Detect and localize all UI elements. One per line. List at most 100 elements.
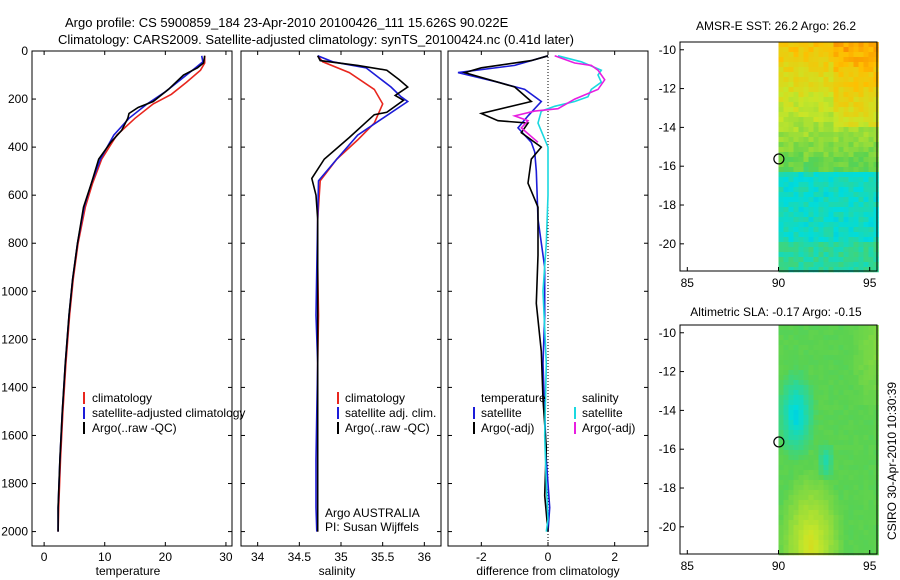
heatmap-cell xyxy=(803,345,809,351)
heatmap-cell xyxy=(853,385,859,391)
heatmap-cell xyxy=(793,505,799,511)
heatmap-cell xyxy=(858,237,864,243)
heatmap-cell xyxy=(858,440,864,446)
heatmap-cell xyxy=(848,92,854,98)
heatmap-cell xyxy=(783,505,789,511)
heatmap-cell xyxy=(868,400,874,406)
heatmap-cell xyxy=(803,455,809,461)
heatmap-cell xyxy=(868,57,874,63)
heatmap-cell xyxy=(828,182,834,188)
heatmap-cell xyxy=(803,57,809,63)
heatmap-cell xyxy=(848,470,854,476)
heatmap-cell xyxy=(783,47,789,53)
x-tick-label: 34.5 xyxy=(288,550,312,564)
heatmap-cell xyxy=(783,212,789,218)
heatmap-cell xyxy=(853,122,859,128)
salinity-legend: climatology satellite adj. clim. Argo(..… xyxy=(337,391,436,435)
heatmap-cell xyxy=(793,262,799,268)
heatmap-cell xyxy=(783,257,789,263)
heatmap-cell xyxy=(863,515,869,521)
heatmap-cell xyxy=(833,217,839,223)
heatmap-cell xyxy=(803,212,809,218)
heatmap-cell xyxy=(838,177,844,183)
heatmap-cell xyxy=(798,222,804,228)
heatmap-cell xyxy=(823,117,829,123)
heatmap-cell xyxy=(873,82,879,88)
heatmap-cell xyxy=(853,455,859,461)
heatmap-cell xyxy=(858,137,864,143)
heatmap-cell xyxy=(873,182,879,188)
heatmap-cell xyxy=(788,430,794,436)
heatmap-cell xyxy=(838,510,844,516)
heatmap-cell xyxy=(863,82,869,88)
heatmap-cell xyxy=(818,152,824,158)
heatmap-cell xyxy=(788,365,794,371)
map-x-tick-label: 95 xyxy=(863,559,877,573)
heatmap-cell xyxy=(808,147,814,153)
heatmap-cell xyxy=(793,360,799,366)
heatmap-cell xyxy=(843,405,849,411)
heatmap-cell xyxy=(843,345,849,351)
heatmap-cell xyxy=(798,252,804,258)
heatmap-cell xyxy=(793,172,799,178)
heatmap-cell xyxy=(848,147,854,153)
heatmap-cell xyxy=(793,350,799,356)
heatmap-cell xyxy=(853,147,859,153)
heatmap-cell xyxy=(823,142,829,148)
heatmap-cell xyxy=(828,520,834,526)
x-tick-label: 10 xyxy=(98,550,112,564)
heatmap-cell xyxy=(798,370,804,376)
heatmap-cell xyxy=(813,57,819,63)
heatmap-cell xyxy=(858,455,864,461)
heatmap-cell xyxy=(863,77,869,83)
heatmap-cell xyxy=(788,112,794,118)
heatmap-cell xyxy=(778,545,784,551)
heatmap-cell xyxy=(843,112,849,118)
heatmap-cell xyxy=(798,212,804,218)
series-line-temperature-argo-adj xyxy=(461,55,549,532)
heatmap-cell xyxy=(843,182,849,188)
heatmap-cell xyxy=(838,112,844,118)
heatmap-cell xyxy=(808,400,814,406)
heatmap-cell xyxy=(813,520,819,526)
heatmap-cell xyxy=(788,267,794,273)
heatmap-cell xyxy=(778,177,784,183)
heatmap-cell xyxy=(793,450,799,456)
heatmap-cell xyxy=(798,137,804,143)
heatmap-cells xyxy=(778,42,879,273)
heatmap-cell xyxy=(788,545,794,551)
heatmap-cell xyxy=(853,217,859,223)
heatmap-cell xyxy=(808,435,814,441)
heatmap-cell xyxy=(868,127,874,133)
heatmap-cell xyxy=(828,365,834,371)
heatmap-cell xyxy=(798,535,804,541)
heatmap-cell xyxy=(843,102,849,108)
heatmap-cell xyxy=(868,365,874,371)
heatmap-cell xyxy=(873,242,879,248)
heatmap-cell xyxy=(808,515,814,521)
heatmap-cell xyxy=(838,415,844,421)
heatmap-cell xyxy=(868,262,874,268)
heatmap-cell xyxy=(838,390,844,396)
heatmap-cell xyxy=(843,202,849,208)
heatmap-cell xyxy=(793,267,799,273)
heatmap-cell xyxy=(853,177,859,183)
heatmap-cell xyxy=(853,510,859,516)
heatmap-cell xyxy=(848,107,854,113)
heatmap-cell xyxy=(778,97,784,103)
map-y-tick-label: -20 xyxy=(659,237,677,251)
heatmap-cell xyxy=(843,425,849,431)
heatmap-cell xyxy=(868,132,874,138)
temperature-xlabel: temperature xyxy=(96,564,161,578)
heatmap-cell xyxy=(868,222,874,228)
heatmap-cell xyxy=(843,350,849,356)
heatmap-cell xyxy=(813,177,819,183)
heatmap-cell xyxy=(828,52,834,58)
heatmap-cell xyxy=(808,227,814,233)
heatmap-cell xyxy=(818,355,824,361)
heatmap-cell xyxy=(848,395,854,401)
heatmap-cell xyxy=(868,415,874,421)
heatmap-cell xyxy=(838,42,844,48)
heatmap-cell xyxy=(833,335,839,341)
heatmap-cell xyxy=(843,330,849,336)
